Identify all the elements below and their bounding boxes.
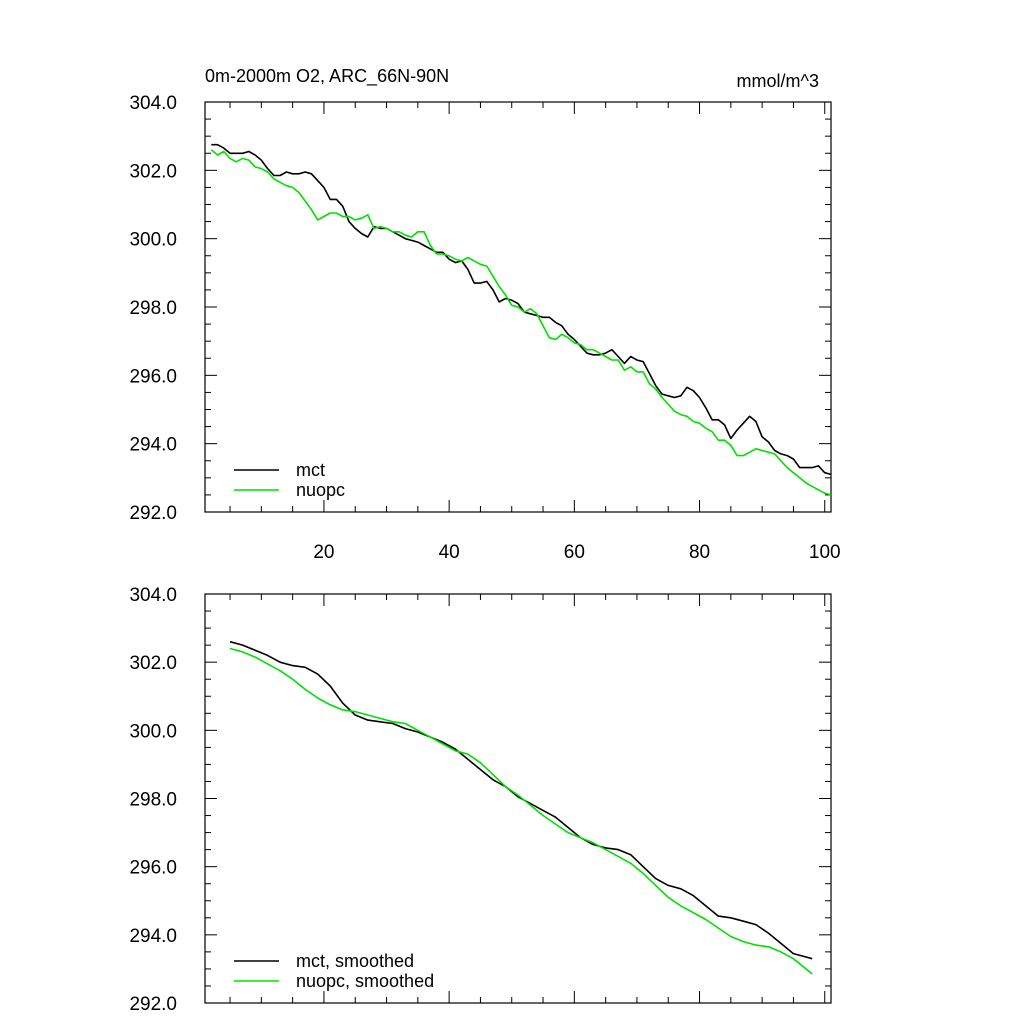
- y-tick-label: 296.0: [129, 858, 177, 879]
- bottom-panel: 292.0 294.0 296.0 298.0 300.0 302.0 304.0 mct, …: [129, 585, 832, 1015]
- series-line-nuopc-smoothed: [229, 647, 813, 975]
- y-tick-label: 298.0: [129, 298, 177, 319]
- y-tick-label: 292.0: [129, 503, 177, 524]
- y-tick-label: 294.0: [129, 926, 177, 947]
- chart-title: 0m-2000m O2, ARC_66N-90N: [205, 66, 449, 87]
- series-line-mct: [211, 143, 832, 476]
- legend-label: mct, smoothed: [296, 951, 414, 971]
- y-tick-label: 302.0: [129, 653, 177, 674]
- plot-frame: [204, 593, 832, 1004]
- top-panel: 292.0 294.0 296.0 298.0 300.0 302.0 304.0 20 40 6…: [129, 93, 840, 563]
- y-tick-label: 300.0: [129, 230, 177, 251]
- x-tick-label: 80: [689, 542, 710, 563]
- x-tick-label: 40: [439, 542, 460, 563]
- series-line-nuopc: [210, 149, 832, 496]
- series-line-mct-smoothed: [229, 640, 813, 960]
- y-tick-label: 302.0: [129, 161, 177, 182]
- legend-label: nuopc, smoothed: [296, 971, 434, 991]
- x-tick-label: 20: [313, 542, 334, 563]
- x-tick-label: 60: [564, 542, 585, 563]
- y-tick-label: 298.0: [129, 790, 177, 811]
- y-tick-label: 304.0: [129, 585, 177, 606]
- y-tick-label: 294.0: [129, 435, 177, 456]
- y-tick-label: 296.0: [129, 366, 177, 387]
- x-tick-label: 100: [809, 542, 841, 563]
- y-tick-label: 292.0: [129, 994, 177, 1015]
- y-tick-label: 300.0: [129, 721, 177, 742]
- y-tick-label: 304.0: [129, 93, 177, 114]
- units-label: mmol/m^3: [737, 71, 819, 91]
- legend-label: nuopc: [296, 480, 345, 500]
- legend-label: mct: [296, 460, 325, 480]
